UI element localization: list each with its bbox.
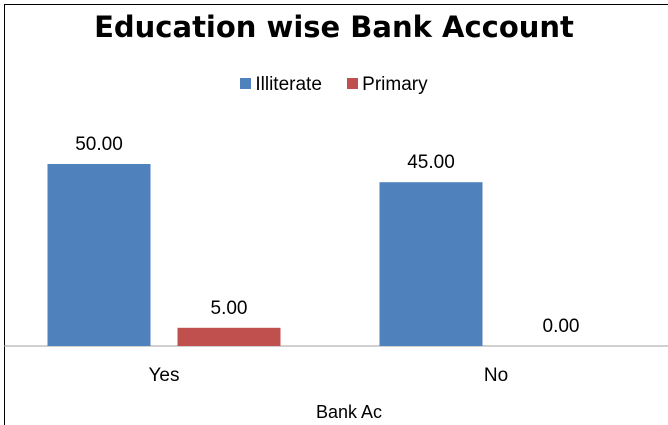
- bars-group: [47, 164, 483, 346]
- data-label-primary-no: 0.00: [543, 316, 580, 337]
- data-label-primary-yes: 5.00: [211, 298, 248, 319]
- chart-title: Education wise Bank Account: [94, 10, 574, 44]
- x-tick-label-yes: Yes: [149, 365, 180, 386]
- labels-group: 50.00 5.00 Yes 45.00 0.00 No: [75, 134, 579, 386]
- legend-swatch-primary: [347, 78, 359, 89]
- data-label-illiterate-no: 45.00: [407, 152, 455, 173]
- legend-swatch-illiterate: [240, 78, 252, 89]
- x-tick-label-no: No: [484, 365, 508, 386]
- legend: Illiterate Primary: [0, 74, 668, 96]
- data-label-illiterate-yes: 50.00: [75, 134, 123, 155]
- legend-label-illiterate: Illiterate: [255, 74, 322, 95]
- bar-illiterate-yes: [47, 164, 151, 346]
- legend-item-primary: Primary: [347, 74, 428, 96]
- x-axis-title: Bank Ac: [316, 402, 382, 422]
- legend-item-illiterate: Illiterate: [240, 74, 322, 96]
- bar-primary-yes: [177, 327, 281, 346]
- bar-illiterate-no: [379, 182, 483, 346]
- legend-label-primary: Primary: [362, 74, 428, 95]
